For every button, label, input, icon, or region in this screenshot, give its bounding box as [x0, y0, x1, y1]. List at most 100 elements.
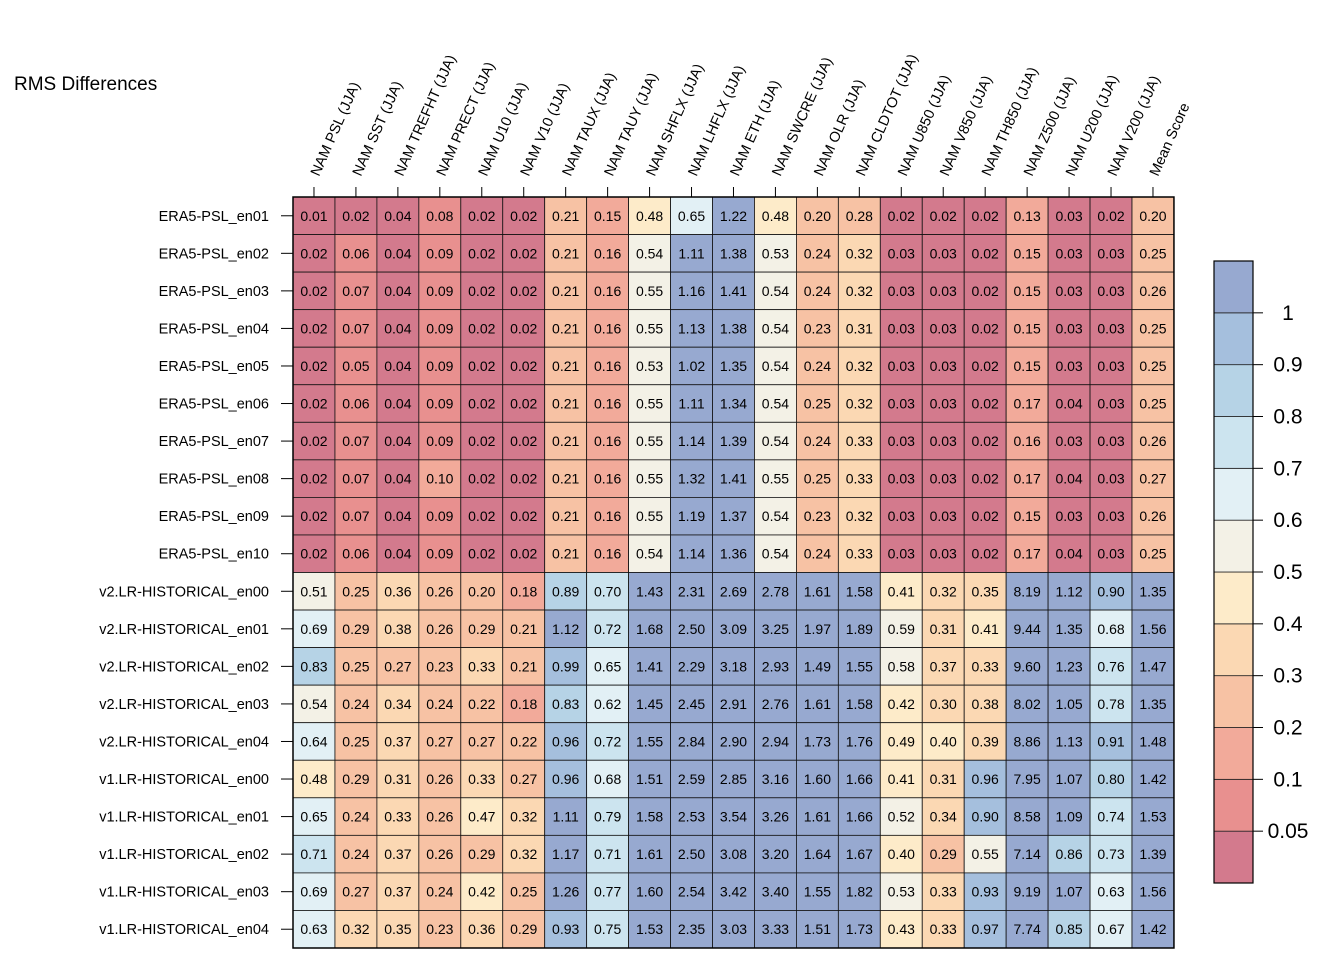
heatmap-cell: [1089, 234, 1133, 273]
cell-value: 1.38: [720, 320, 747, 336]
cell-value: 0.02: [510, 320, 537, 336]
cell-value: 0.48: [762, 208, 789, 224]
cell-value: 1.51: [636, 771, 663, 787]
heatmap-cell: [1005, 346, 1049, 386]
cell-value: 0.55: [636, 508, 663, 524]
heatmap-cell: [1005, 722, 1049, 761]
heatmap-cell: [754, 572, 797, 611]
row-label: ERA5-PSL_en04: [159, 321, 269, 337]
cell-value: 0.52: [888, 809, 915, 825]
cell-value: 0.04: [384, 245, 411, 261]
cell-value: 1.55: [804, 884, 831, 900]
heatmap-cell: [292, 421, 336, 461]
heatmap-cell: [418, 910, 462, 949]
cell-value: 0.27: [342, 884, 369, 900]
heatmap-cell: [879, 496, 923, 536]
cell-value: 0.96: [552, 733, 579, 749]
cell-value: 0.24: [342, 809, 369, 825]
cell-value: 0.32: [510, 809, 537, 825]
cell-value: 0.03: [888, 433, 915, 449]
heatmap-cell: [628, 684, 671, 724]
colorbar: 1 0.9 0.8 0.7 0.6 0.5 0.4 0.3 0.2 0.1 0.05: [1213, 260, 1309, 884]
heatmap-cell: [376, 834, 420, 874]
heatmap-cell: [963, 872, 1007, 911]
cell-value: 0.37: [384, 846, 411, 862]
cell-value: 0.21: [552, 245, 579, 261]
heatmap-cell: [1047, 421, 1091, 461]
cell-value: 0.02: [510, 433, 537, 449]
cell-value: 1.11: [553, 809, 579, 825]
cell-value: 0.99: [552, 658, 579, 674]
heatmap-cell: [796, 647, 839, 686]
colorbar-bin: [1213, 312, 1254, 366]
heatmap-cell: [376, 910, 420, 949]
heatmap-cell: [796, 759, 839, 799]
heatmap-cell: [502, 196, 546, 235]
cell-value: 0.02: [468, 320, 495, 336]
cell-value: 0.02: [468, 433, 495, 449]
heatmap-cell: [460, 271, 504, 311]
cell-value: 0.02: [300, 245, 327, 261]
heatmap-cell: [376, 309, 420, 348]
cell-value: 3.33: [762, 921, 789, 937]
heatmap-cell: [628, 647, 671, 686]
cell-value: 2.91: [720, 696, 747, 712]
cell-value: 0.33: [846, 433, 873, 449]
heatmap-cell: [586, 459, 630, 498]
heatmap-cell: [837, 196, 881, 235]
cell-value: 0.55: [762, 471, 789, 487]
cell-value: 0.26: [426, 771, 453, 787]
heatmap-cell: [334, 572, 378, 611]
heatmap-cell: [586, 834, 630, 874]
cell-value: 1.23: [1055, 658, 1082, 674]
heatmap-cell: [292, 384, 336, 423]
cell-value: 1.66: [846, 771, 873, 787]
heatmap-cell: [921, 609, 965, 648]
heatmap-cell: [1089, 872, 1133, 911]
cell-value: 0.06: [342, 396, 369, 412]
heatmap-cell: [376, 459, 420, 498]
cell-value: 0.02: [468, 471, 495, 487]
cell-value: 0.25: [342, 733, 369, 749]
colorbar-label: 0.05: [1268, 820, 1309, 843]
cell-value: 0.07: [342, 471, 369, 487]
cell-value: 0.21: [552, 471, 579, 487]
heatmap-cell: [921, 196, 965, 235]
heatmap-cell: [460, 346, 504, 386]
cell-value: 0.31: [930, 771, 957, 787]
cell-value: 0.16: [594, 245, 621, 261]
cell-value: 0.42: [888, 696, 915, 712]
cell-value: 0.04: [384, 471, 411, 487]
cell-value: 0.37: [384, 733, 411, 749]
heatmap-cell: [963, 196, 1007, 235]
cell-value: 0.40: [888, 846, 915, 862]
heatmap-cell: [712, 684, 755, 724]
cell-value: 0.13: [1014, 208, 1041, 224]
cell-value: 0.02: [300, 546, 327, 562]
cell-value: 1.55: [636, 733, 663, 749]
heatmap-cell: [796, 459, 839, 498]
cell-value: 1.64: [804, 846, 831, 862]
heatmap-cell: [837, 421, 881, 461]
cell-value: 0.31: [846, 320, 873, 336]
row-label: ERA5-PSL_en10: [159, 547, 269, 563]
cell-value: 0.54: [636, 546, 663, 562]
heatmap-cell: [921, 797, 965, 836]
colorbar-label: 0.5: [1273, 561, 1302, 584]
heatmap-cell: [376, 647, 420, 686]
colorbar-bin: [1213, 727, 1254, 780]
row-label: ERA5-PSL_en06: [159, 397, 269, 413]
cell-value: 0.25: [1139, 546, 1166, 562]
heatmap-cell: [586, 722, 630, 761]
heatmap-cell: [1131, 834, 1175, 874]
cell-value: 0.23: [804, 508, 831, 524]
cell-value: 0.20: [1139, 208, 1166, 224]
heatmap-cell: [418, 722, 462, 761]
cell-value: 1.19: [678, 508, 705, 524]
heatmap-cell: [963, 271, 1007, 311]
column-label: Mean Score: [1147, 101, 1193, 179]
cell-value: 0.24: [804, 283, 831, 299]
cell-value: 0.04: [1055, 546, 1082, 562]
cell-value: 0.90: [1097, 583, 1124, 599]
heatmap-cell: [1047, 872, 1091, 911]
